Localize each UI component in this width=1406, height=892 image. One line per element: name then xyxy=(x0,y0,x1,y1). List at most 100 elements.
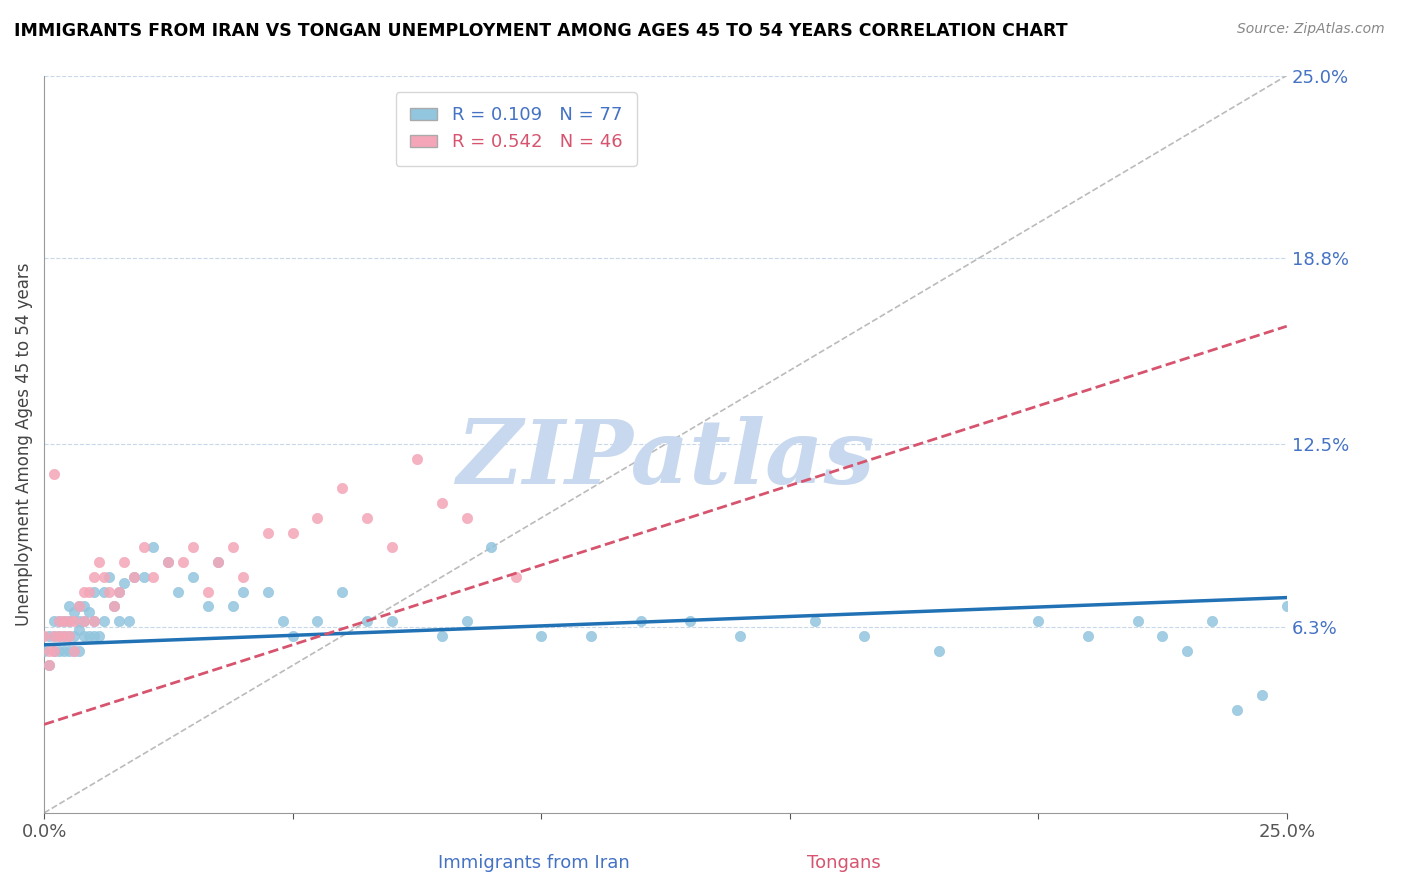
Point xyxy=(356,614,378,628)
Point xyxy=(77,629,100,643)
Point xyxy=(93,614,115,628)
Point xyxy=(142,541,165,555)
Point xyxy=(481,541,503,555)
Point xyxy=(58,614,80,628)
Point xyxy=(430,629,453,643)
Point xyxy=(63,643,86,657)
Point xyxy=(42,643,65,657)
Point xyxy=(53,629,76,643)
Point xyxy=(63,605,86,619)
Point xyxy=(87,555,110,569)
Point xyxy=(256,525,278,540)
Point xyxy=(83,570,105,584)
Point xyxy=(1250,688,1272,702)
Point xyxy=(271,614,294,628)
Point xyxy=(167,584,190,599)
Point xyxy=(430,496,453,510)
Point xyxy=(579,629,602,643)
Point xyxy=(330,584,353,599)
Point xyxy=(207,555,229,569)
Point xyxy=(530,629,553,643)
Point xyxy=(63,643,86,657)
Point xyxy=(456,511,478,525)
Text: ZIPatlas: ZIPatlas xyxy=(457,416,875,502)
Point xyxy=(87,629,110,643)
Point xyxy=(117,614,139,628)
Point xyxy=(122,570,145,584)
Point xyxy=(103,599,125,614)
Point xyxy=(93,570,115,584)
Point xyxy=(232,570,254,584)
Point xyxy=(107,584,129,599)
Point xyxy=(42,467,65,481)
Point xyxy=(281,525,304,540)
Point xyxy=(679,614,702,628)
Y-axis label: Unemployment Among Ages 45 to 54 years: Unemployment Among Ages 45 to 54 years xyxy=(15,262,32,626)
Point xyxy=(73,599,96,614)
Point xyxy=(107,614,129,628)
Point xyxy=(63,614,86,628)
Point xyxy=(63,629,86,643)
Point xyxy=(142,570,165,584)
Point xyxy=(157,555,180,569)
Point xyxy=(197,584,219,599)
Point xyxy=(222,599,245,614)
Point xyxy=(67,623,90,637)
Point xyxy=(1175,643,1198,657)
Point xyxy=(157,555,180,569)
Point xyxy=(1077,629,1099,643)
Point xyxy=(38,629,60,643)
Point xyxy=(48,614,70,628)
Point xyxy=(112,555,135,569)
Point xyxy=(97,570,120,584)
Point xyxy=(73,614,96,628)
Point xyxy=(73,584,96,599)
Point xyxy=(381,541,404,555)
Point xyxy=(58,629,80,643)
Point xyxy=(42,629,65,643)
Point xyxy=(505,570,527,584)
Point xyxy=(181,541,204,555)
Point xyxy=(728,629,751,643)
Point xyxy=(172,555,194,569)
Point xyxy=(58,599,80,614)
Point xyxy=(77,584,100,599)
Point xyxy=(67,599,90,614)
Point xyxy=(207,555,229,569)
Point xyxy=(122,570,145,584)
Point xyxy=(38,643,60,657)
Point xyxy=(1126,614,1149,628)
Point xyxy=(132,570,155,584)
Point xyxy=(73,614,96,628)
Point xyxy=(232,584,254,599)
Point xyxy=(356,511,378,525)
Point xyxy=(381,614,404,628)
Point xyxy=(53,614,76,628)
Legend: R = 0.109   N = 77, R = 0.542   N = 46: R = 0.109 N = 77, R = 0.542 N = 46 xyxy=(395,92,637,166)
Point xyxy=(1026,614,1049,628)
Point xyxy=(197,599,219,614)
Point xyxy=(58,643,80,657)
Point xyxy=(42,614,65,628)
Text: Source: ZipAtlas.com: Source: ZipAtlas.com xyxy=(1237,22,1385,37)
Point xyxy=(42,629,65,643)
Point xyxy=(853,629,876,643)
Point xyxy=(406,452,429,467)
Point xyxy=(83,584,105,599)
Point xyxy=(67,643,90,657)
Point xyxy=(112,575,135,590)
Point xyxy=(256,584,278,599)
Point xyxy=(803,614,825,628)
Point xyxy=(32,643,55,657)
Point xyxy=(53,614,76,628)
Point xyxy=(222,541,245,555)
Point xyxy=(1275,599,1298,614)
Point xyxy=(53,629,76,643)
Point xyxy=(38,658,60,673)
Point xyxy=(48,629,70,643)
Point xyxy=(330,482,353,496)
Point xyxy=(93,584,115,599)
Point xyxy=(1226,703,1249,717)
Point xyxy=(1201,614,1223,628)
Point xyxy=(83,614,105,628)
